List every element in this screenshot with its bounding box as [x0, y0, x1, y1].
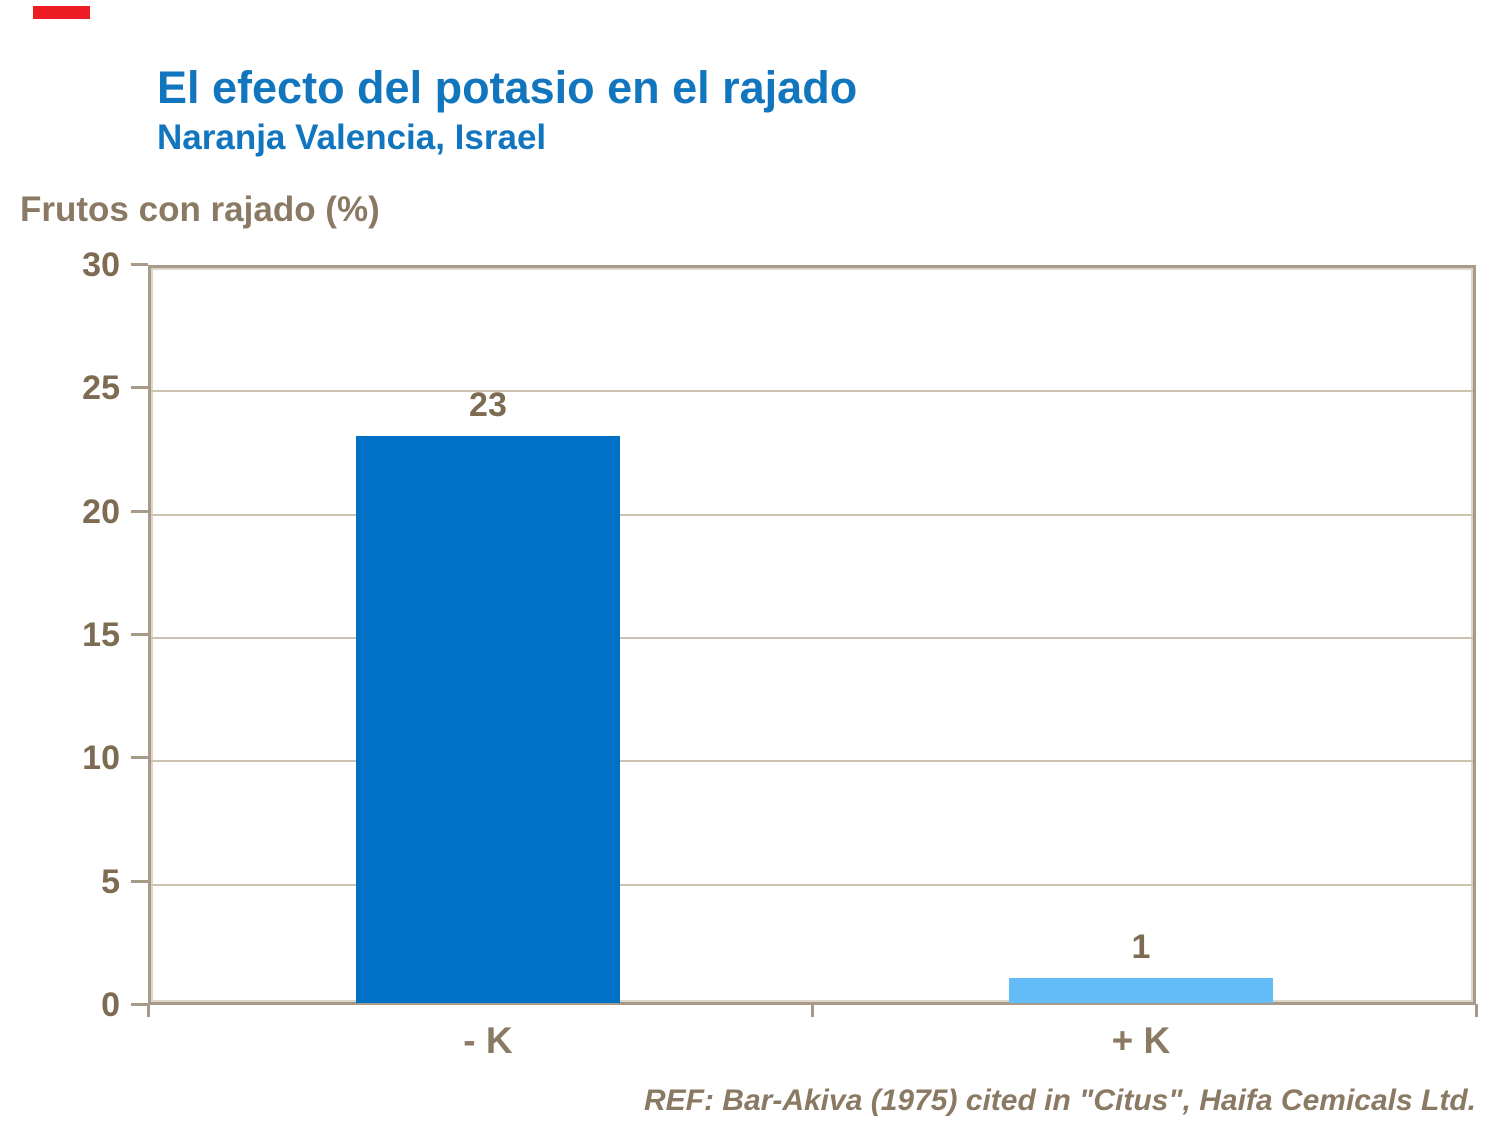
gridline-10 — [151, 760, 1473, 763]
gridline-20 — [151, 513, 1473, 516]
y-tick-label-20: 20 — [82, 492, 120, 531]
bar-value--K: 23 — [469, 385, 507, 424]
bar-+K — [1008, 978, 1273, 1003]
bar-value-+K: 1 — [1131, 928, 1151, 967]
y-tick-mark-25 — [131, 386, 148, 390]
y-tick-mark-5 — [131, 879, 148, 883]
y-axis-title: Frutos con rajado (%) — [20, 190, 380, 229]
y-tick-mark-15 — [131, 633, 148, 636]
y-tick-label-25: 25 — [82, 369, 120, 408]
chart-subtitle: Naranja Valencia, Israel — [157, 118, 547, 157]
plot-area — [148, 265, 1476, 1005]
chart-title: El efecto del potasio en el rajado — [157, 62, 858, 113]
y-tick-label-30: 30 — [82, 246, 120, 284]
gridline-5 — [151, 883, 1473, 886]
y-tick-label-10: 10 — [82, 739, 120, 778]
y-tick-label-0: 0 — [101, 986, 120, 1024]
y-tick-label-15: 15 — [82, 616, 120, 654]
y-tick-mark-20 — [131, 509, 148, 513]
y-tick-mark-30 — [131, 263, 148, 266]
y-tick-label-5: 5 — [101, 862, 120, 901]
y-tick-mark-0 — [131, 1003, 148, 1006]
red-accent-mark — [33, 6, 90, 19]
x-category-label--K: - K — [463, 1020, 513, 1061]
x-boundary-tick-0 — [147, 1004, 150, 1017]
gridline-25 — [151, 390, 1473, 393]
gridline-15 — [151, 637, 1473, 639]
bar--K — [355, 435, 620, 1003]
y-tick-mark-10 — [131, 756, 148, 760]
x-boundary-tick-1 — [811, 1004, 814, 1017]
x-boundary-tick-2 — [1475, 1004, 1478, 1017]
reference-text: REF: Bar-Akiva (1975) cited in "Citus", … — [643, 1084, 1476, 1117]
x-category-label-+K: + K — [1111, 1020, 1171, 1061]
